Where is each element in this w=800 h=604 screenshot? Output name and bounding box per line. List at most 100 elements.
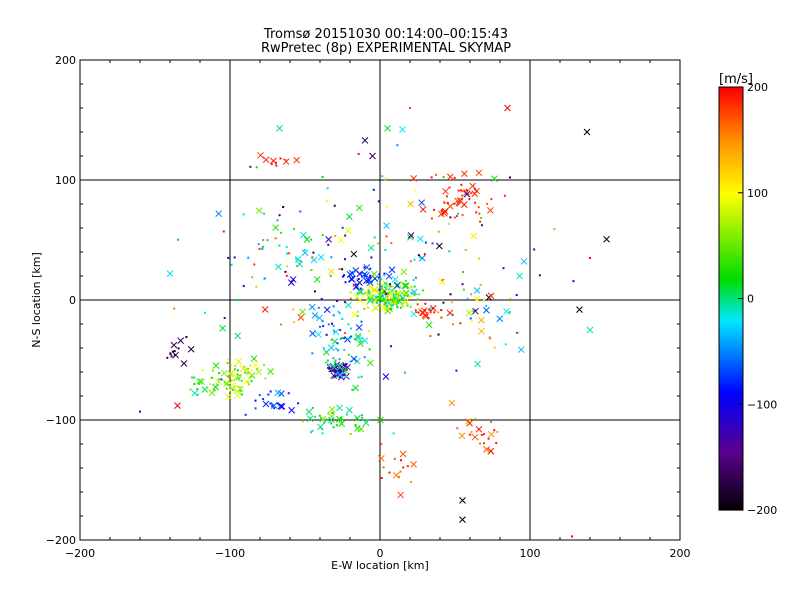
data-point-dot <box>386 292 389 295</box>
data-point-dot <box>404 279 407 282</box>
data-point-x <box>352 384 359 392</box>
data-point-dot <box>479 216 482 219</box>
colorbar-strip <box>719 219 743 223</box>
colorbar-strip <box>719 417 743 421</box>
data-point-dot <box>275 164 278 167</box>
data-point-x <box>257 151 264 159</box>
data-point-x <box>346 271 354 278</box>
data-point-dot <box>368 348 371 351</box>
data-point-dot <box>299 315 302 318</box>
data-point-dot <box>410 291 413 294</box>
data-point-dot <box>446 202 449 205</box>
data-point-x <box>370 270 378 278</box>
data-point-x <box>399 126 406 133</box>
data-point-x <box>603 235 610 243</box>
data-point-dot <box>238 377 241 380</box>
data-point-dot <box>483 442 486 445</box>
data-point-x <box>461 170 468 178</box>
colorbar-strip <box>719 330 743 334</box>
data-point-dot <box>233 382 236 385</box>
data-point-x <box>337 236 345 244</box>
data-point-dot <box>209 383 212 386</box>
colorbar-strip <box>719 480 743 484</box>
data-point-x <box>310 256 318 264</box>
data-point-dot <box>459 200 462 203</box>
colorbar-strip <box>719 489 743 493</box>
data-point-x <box>397 491 404 499</box>
data-point-x <box>487 447 495 455</box>
data-point-dot <box>380 293 383 296</box>
data-point-x <box>483 306 490 314</box>
data-point-dot <box>332 314 335 317</box>
colorbar-strip <box>719 372 743 376</box>
data-point-x <box>201 386 209 393</box>
data-point-dot <box>330 369 333 372</box>
data-point-dot <box>225 387 228 390</box>
data-point-dot <box>409 295 412 298</box>
data-point-x <box>262 156 270 164</box>
colorbar-strip <box>719 87 743 91</box>
data-point-dot <box>334 235 337 238</box>
data-point-x <box>419 206 427 213</box>
data-point-dot <box>322 421 325 424</box>
data-point-dot <box>278 404 281 407</box>
data-point-dot <box>469 433 472 436</box>
data-point-x <box>306 415 314 422</box>
data-point-dot <box>485 304 488 307</box>
chart-subtitle: RwPretec (8p) EXPERIMENTAL SKYMAP <box>261 41 511 56</box>
colorbar-strip <box>719 354 743 358</box>
data-point-dot <box>220 378 223 381</box>
data-point-dot <box>442 299 445 302</box>
data-point-dot <box>210 376 213 379</box>
data-point-dot <box>253 263 256 266</box>
data-point-dot <box>417 311 420 314</box>
colorbar-strip <box>719 426 743 430</box>
data-point-dot <box>374 295 377 298</box>
data-point-x <box>352 267 360 274</box>
data-point-dot <box>440 209 443 212</box>
data-point-dot <box>475 211 478 214</box>
data-point-dot <box>474 417 477 420</box>
data-point-dot <box>394 290 397 293</box>
data-point-x <box>316 314 323 322</box>
data-point-dot <box>424 302 427 305</box>
data-point-dot <box>325 418 328 421</box>
data-point-x <box>448 399 456 407</box>
data-point-x <box>282 158 290 165</box>
data-point-dot <box>403 371 406 374</box>
colorbar-strip <box>719 309 743 313</box>
data-point-x <box>391 276 399 283</box>
data-point-dot <box>284 270 287 273</box>
data-point-x <box>516 272 523 280</box>
data-point-dot <box>337 374 340 377</box>
data-point-dot <box>309 238 312 241</box>
data-point-dot <box>139 410 141 413</box>
data-point-dot <box>317 306 320 309</box>
data-point-dot <box>236 369 239 372</box>
data-point-dot <box>377 200 380 203</box>
data-point-x <box>197 378 205 385</box>
data-point-dot <box>409 305 412 308</box>
data-point-dot <box>344 363 347 366</box>
data-point-dot <box>262 397 265 400</box>
colorbar-strip <box>719 207 743 211</box>
data-point-dot <box>285 245 288 248</box>
data-point-dot <box>344 332 347 335</box>
data-point-dot <box>470 293 473 296</box>
data-point-dot <box>339 329 342 332</box>
data-point-dot <box>344 281 347 284</box>
data-point-x <box>466 419 473 427</box>
data-point-dot <box>427 316 430 319</box>
data-point-dot <box>338 312 341 315</box>
data-point-dot <box>455 215 458 218</box>
data-point-dot <box>380 443 383 446</box>
colorbar-strip <box>719 333 743 337</box>
data-point-dot <box>363 293 366 296</box>
data-point-dot <box>429 307 432 310</box>
data-point-dot <box>299 210 302 213</box>
colorbar-strip <box>719 315 743 319</box>
data-point-dot <box>269 390 272 393</box>
data-point-dot <box>374 298 377 301</box>
data-point-x <box>407 232 415 239</box>
data-point-x <box>377 454 385 462</box>
